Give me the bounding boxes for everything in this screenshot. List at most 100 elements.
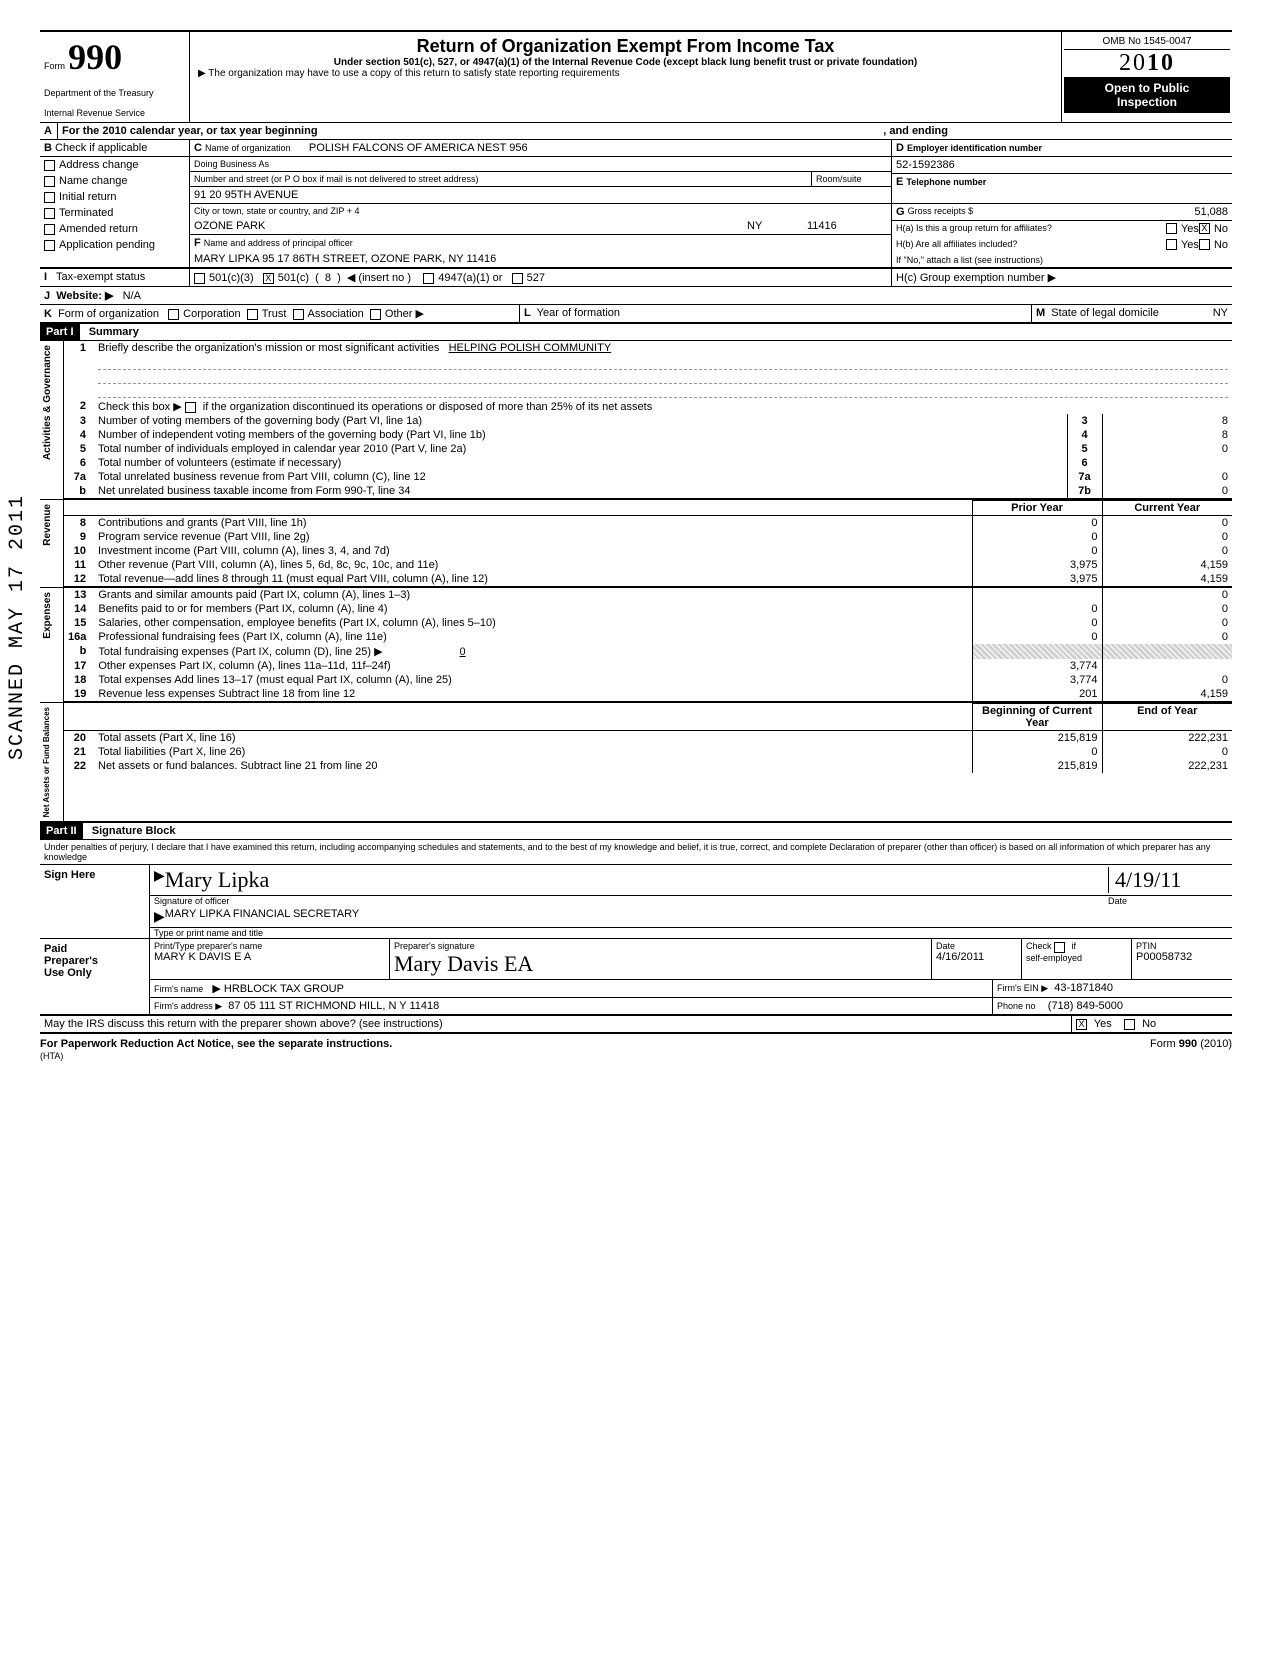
line-a: A For the 2010 calendar year, or tax yea… — [40, 123, 1232, 140]
l16b-n: b — [64, 644, 94, 659]
irs-discuss-q: May the IRS discuss this return with the… — [40, 1016, 1072, 1032]
l17-p: 3,774 — [972, 659, 1102, 673]
l9-c: 0 — [1102, 530, 1232, 544]
l19-t: Revenue less expenses Subtract line 18 f… — [94, 687, 972, 702]
l20-t: Total assets (Part X, line 16) — [94, 731, 972, 746]
check-label: Check — [1026, 941, 1052, 951]
l5-b: 5 — [1067, 442, 1102, 456]
sign-date: 4/19/11 — [1108, 867, 1228, 893]
i-heading: Tax-exempt status — [56, 271, 145, 283]
cb-trust[interactable] — [247, 309, 258, 320]
cb-terminated[interactable] — [44, 208, 55, 219]
form-number: 990 — [68, 37, 122, 77]
summary-governance: 1 Briefly describe the organization's mi… — [64, 341, 1232, 499]
l13-n: 13 — [64, 588, 94, 602]
i-insert-num: 8 — [325, 272, 331, 284]
l19-c: 4,159 — [1102, 687, 1232, 702]
cb-501c3[interactable] — [194, 273, 205, 284]
prep-date: 4/16/2011 — [936, 951, 1017, 963]
label-c: C — [194, 142, 202, 154]
city-value: OZONE PARK — [194, 220, 747, 232]
perjury-text: Under penalties of perjury, I declare th… — [40, 840, 1232, 865]
l10-p: 0 — [972, 544, 1102, 558]
b-heading: Check if applicable — [55, 142, 147, 154]
label-i: I — [44, 271, 47, 283]
b-item-4: Amended return — [59, 223, 138, 235]
cb-4947[interactable] — [423, 273, 434, 284]
cb-app-pending[interactable] — [44, 240, 55, 251]
l2-t2: if the organization discontinued its ope… — [203, 401, 652, 413]
l4-b: 4 — [1067, 428, 1102, 442]
paid-label-2: Preparer's — [44, 955, 145, 967]
cb-amended[interactable] — [44, 224, 55, 235]
prep-col2: Preparer's signature — [394, 941, 927, 951]
l7a-v: 0 — [1102, 470, 1232, 484]
label-a: A — [40, 123, 58, 139]
l1-n: 1 — [64, 341, 94, 355]
dba-label: Doing Business As — [190, 157, 891, 172]
gross-receipts: 51,088 — [973, 206, 1228, 218]
part-1-bar: Part I — [40, 324, 80, 340]
l22-t: Net assets or fund balances. Subtract li… — [94, 759, 972, 773]
line-a-ending: , and ending — [883, 125, 948, 137]
l18-t: Total expenses Add lines 13–17 (must equ… — [94, 673, 972, 687]
cb-name-change[interactable] — [44, 176, 55, 187]
scanned-stamp: SCANNED MAY 17 2011 — [6, 494, 29, 760]
form-990: Form 990 Department of the Treasury Inte… — [40, 30, 1232, 1066]
j-heading: Website: ▶ — [56, 290, 113, 302]
city-label: City or town, state or country, and ZIP … — [190, 204, 891, 218]
open-public-2: Inspection — [1068, 95, 1226, 109]
l13-t: Grants and similar amounts paid (Part IX… — [94, 588, 972, 602]
cb-corp[interactable] — [168, 309, 179, 320]
summary-revenue: Prior YearCurrent Year 8Contributions an… — [64, 500, 1232, 587]
hb-yes: Yes — [1181, 239, 1199, 251]
l11-n: 11 — [64, 558, 94, 572]
cb-ha-no[interactable]: X — [1199, 223, 1210, 234]
l14-t: Benefits paid to or for members (Part IX… — [94, 602, 972, 616]
label-m: M — [1036, 307, 1045, 319]
l16b-v: 0 — [386, 646, 466, 658]
l3-v: 8 — [1102, 414, 1232, 428]
cb-527[interactable] — [512, 273, 523, 284]
form-subtitle: Under section 501(c), 527, or 4947(a)(1)… — [198, 57, 1053, 68]
cb-initial-return[interactable] — [44, 192, 55, 203]
l21-c: 0 — [1102, 745, 1232, 759]
b-item-1: Name change — [59, 175, 128, 187]
cb-address-change[interactable] — [44, 160, 55, 171]
cb-hb-no[interactable] — [1199, 239, 1210, 250]
l16a-t: Professional fundraising fees (Part IX, … — [94, 630, 972, 644]
cb-hb-yes[interactable] — [1166, 239, 1177, 250]
cb-ha-yes[interactable] — [1166, 223, 1177, 234]
part-2-bar: Part II — [40, 823, 83, 839]
l6-b: 6 — [1067, 456, 1102, 470]
cb-501c[interactable]: X — [263, 273, 274, 284]
sig-officer-label: Signature of officer — [154, 896, 1108, 906]
l20-c: 222,231 — [1102, 731, 1232, 746]
l12-t: Total revenue—add lines 8 through 11 (mu… — [94, 572, 972, 587]
irs-discuss-row: May the IRS discuss this return with the… — [40, 1016, 1232, 1034]
l10-n: 10 — [64, 544, 94, 558]
b-item-2: Initial return — [59, 191, 116, 203]
l7b-b: 7b — [1067, 484, 1102, 499]
l6-v — [1102, 456, 1232, 470]
part-1-title: Summary — [89, 326, 139, 338]
cb-discontinued[interactable] — [185, 402, 196, 413]
discuss-no: No — [1142, 1018, 1156, 1030]
cb-self-employed[interactable] — [1054, 942, 1065, 953]
cb-discuss-yes[interactable]: X — [1076, 1019, 1087, 1030]
hb-note: If "No," attach a list (see instructions… — [892, 253, 1232, 267]
cb-other[interactable] — [370, 309, 381, 320]
l9-p: 0 — [972, 530, 1102, 544]
cb-assoc[interactable] — [293, 309, 304, 320]
k-opt-3: Other ▶ — [385, 308, 424, 320]
c-name-label: Name of organization — [205, 143, 291, 153]
l9-t: Program service revenue (Part VIII, line… — [94, 530, 972, 544]
i-opt1: 501(c)(3) — [209, 272, 254, 284]
cb-discuss-no[interactable] — [1124, 1019, 1135, 1030]
l6-t: Total number of volunteers (estimate if … — [94, 456, 1067, 470]
l13-p — [972, 588, 1102, 602]
phone-value: (718) 849-5000 — [1048, 1000, 1123, 1012]
l16a-n: 16a — [64, 630, 94, 644]
prep-signature: Mary Davis EA — [394, 951, 927, 977]
prep-col3: Date — [936, 941, 1017, 951]
